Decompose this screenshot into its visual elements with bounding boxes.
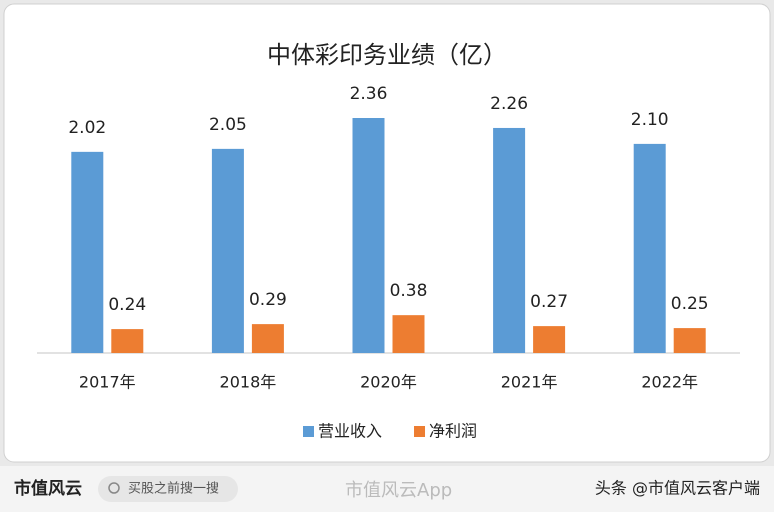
chart-panel	[3, 3, 771, 463]
data-label: 0.24	[108, 295, 146, 315]
legend-swatch	[414, 426, 426, 437]
search-text[interactable]: 买股之前搜一搜	[128, 481, 219, 497]
bar	[533, 326, 566, 353]
footer-app: 市值风云App	[345, 480, 452, 501]
data-label: 2.26	[490, 94, 528, 114]
legend-label: 营业收入	[318, 422, 382, 441]
bar	[251, 324, 284, 353]
data-label: 0.27	[530, 292, 568, 312]
x-tick-label: 2022年	[641, 373, 698, 392]
data-label: 2.02	[68, 118, 106, 138]
bar	[673, 328, 706, 353]
bar	[111, 329, 144, 353]
data-label: 2.10	[631, 110, 669, 130]
data-label: 0.25	[671, 294, 709, 314]
footer-brand: 市值风云	[14, 478, 82, 499]
bar	[352, 118, 385, 353]
legend-swatch	[303, 426, 314, 437]
legend-label: 净利润	[429, 422, 477, 441]
bar	[493, 127, 526, 353]
footer-source: 头条 @市值风云客户端	[595, 479, 760, 498]
bar	[211, 148, 244, 353]
chart-title: 中体彩印务业绩（亿）	[267, 41, 507, 69]
data-label: 2.36	[350, 84, 388, 104]
x-tick-label: 2020年	[360, 373, 417, 392]
data-label: 0.29	[249, 290, 287, 310]
x-tick-label: 2018年	[220, 373, 277, 392]
data-label: 2.05	[209, 115, 247, 135]
x-tick-label: 2021年	[501, 373, 558, 392]
bar	[392, 315, 425, 353]
bar	[633, 143, 666, 353]
search-box[interactable]	[98, 476, 238, 502]
data-label: 0.38	[390, 281, 428, 301]
search-icon	[108, 482, 120, 494]
bar	[71, 151, 104, 353]
x-tick-label: 2017年	[79, 373, 136, 392]
